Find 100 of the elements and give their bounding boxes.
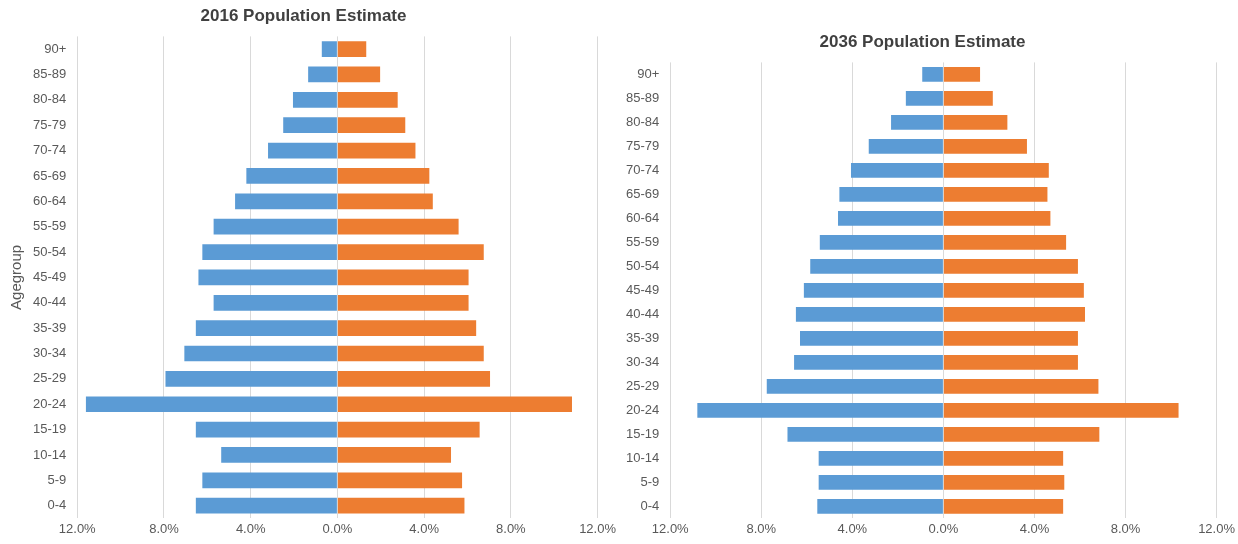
- bar: [803, 282, 943, 298]
- bar: [195, 421, 337, 438]
- bar: [943, 234, 1067, 250]
- y-tick-label: 70-74: [626, 161, 660, 177]
- bar: [943, 306, 1085, 322]
- y-tick-label: 5-9: [640, 473, 660, 489]
- x-tick-label: 4.0%: [1019, 520, 1050, 536]
- bar: [766, 378, 943, 394]
- bar: [943, 426, 1100, 442]
- bar: [795, 306, 943, 322]
- y-tick-label: 75-79: [626, 137, 660, 153]
- y-tick-label: 15-19: [33, 421, 67, 437]
- bar: [818, 474, 943, 490]
- bar: [943, 162, 1049, 178]
- bar: [943, 66, 981, 82]
- bar: [800, 330, 943, 346]
- y-tick-label: 45-49: [626, 281, 660, 297]
- bar: [943, 210, 1051, 226]
- y-tick-label: 90+: [637, 65, 660, 81]
- bar: [868, 138, 943, 154]
- bar: [905, 90, 943, 106]
- bar: [337, 117, 406, 134]
- y-tick-label: 5-9: [47, 471, 67, 487]
- bar: [198, 269, 337, 286]
- bar: [337, 497, 465, 514]
- y-tick-label: 65-69: [33, 167, 67, 183]
- x-tick-label: 12.0%: [58, 520, 97, 536]
- y-tick-label: 45-49: [33, 268, 67, 284]
- bar: [85, 396, 337, 413]
- bar: [202, 472, 337, 489]
- y-tick-label: 60-64: [33, 192, 67, 208]
- bar: [943, 474, 1065, 490]
- bar: [202, 244, 337, 260]
- bar: [337, 244, 484, 260]
- y-tick-label: 30-34: [626, 353, 660, 369]
- bar: [337, 218, 459, 235]
- y-tick-label: 60-64: [626, 209, 660, 225]
- bar: [943, 450, 1064, 466]
- x-tick-label: 12.0%: [579, 520, 617, 536]
- y-tick-label: 55-59: [626, 233, 660, 249]
- bar: [697, 402, 943, 418]
- y-tick-label: 85-89: [33, 66, 67, 82]
- bar: [184, 345, 337, 362]
- chart-title: 2036 Population Estimate: [819, 31, 1026, 51]
- bar: [810, 258, 943, 274]
- x-tick-label: 8.0%: [496, 520, 527, 536]
- bar: [943, 378, 1099, 394]
- y-tick-label: 40-44: [33, 294, 67, 310]
- x-tick-label: 4.0%: [409, 520, 440, 536]
- bar: [308, 66, 337, 83]
- y-tick-label: 40-44: [626, 305, 660, 321]
- bar: [221, 447, 337, 463]
- bar: [195, 320, 337, 336]
- bar: [787, 426, 943, 442]
- bar: [337, 66, 381, 83]
- y-tick-label: 55-59: [33, 218, 67, 234]
- bar: [818, 450, 943, 466]
- y-tick-label: 85-89: [626, 89, 660, 105]
- bar: [943, 90, 993, 106]
- bar: [337, 193, 433, 210]
- bar: [213, 218, 337, 235]
- bar: [943, 498, 1064, 514]
- y-tick-label: 50-54: [33, 243, 67, 259]
- bar: [337, 91, 398, 108]
- bar: [292, 91, 337, 108]
- bar: [922, 66, 943, 82]
- y-tick-label: 70-74: [33, 142, 67, 158]
- bar: [839, 186, 943, 202]
- bar: [337, 472, 463, 489]
- bar: [337, 345, 484, 362]
- x-tick-label: 8.0%: [746, 520, 777, 536]
- y-tick-label: 65-69: [626, 185, 660, 201]
- bar: [337, 41, 367, 57]
- y-tick-label: 30-34: [33, 345, 67, 361]
- y-tick-label: 10-14: [33, 446, 67, 462]
- bar: [819, 234, 943, 250]
- y-tick-label: 0-4: [47, 497, 67, 513]
- y-tick-label: 90+: [44, 40, 67, 56]
- bar: [850, 162, 943, 178]
- bar: [943, 258, 1078, 274]
- y-tick-label: 0-4: [640, 497, 660, 513]
- bar: [337, 294, 469, 311]
- bar: [321, 41, 337, 57]
- bar: [838, 210, 943, 226]
- x-tick-label: 0.0%: [322, 520, 353, 536]
- bar: [195, 497, 337, 514]
- bar: [337, 320, 477, 336]
- x-tick-label: 12.0%: [651, 520, 690, 536]
- y-tick-label: 80-84: [33, 91, 67, 107]
- bar: [337, 168, 430, 184]
- y-tick-label: 35-39: [33, 319, 67, 335]
- bar: [268, 142, 337, 159]
- bar: [246, 168, 337, 184]
- x-tick-label: 8.0%: [1110, 520, 1141, 536]
- bar: [943, 114, 1008, 130]
- y-tick-label: 20-24: [33, 395, 67, 411]
- bar: [337, 269, 469, 286]
- y-tick-label: 50-54: [626, 257, 660, 273]
- y-tick-label: 35-39: [626, 329, 660, 345]
- x-tick-label: 4.0%: [837, 520, 868, 536]
